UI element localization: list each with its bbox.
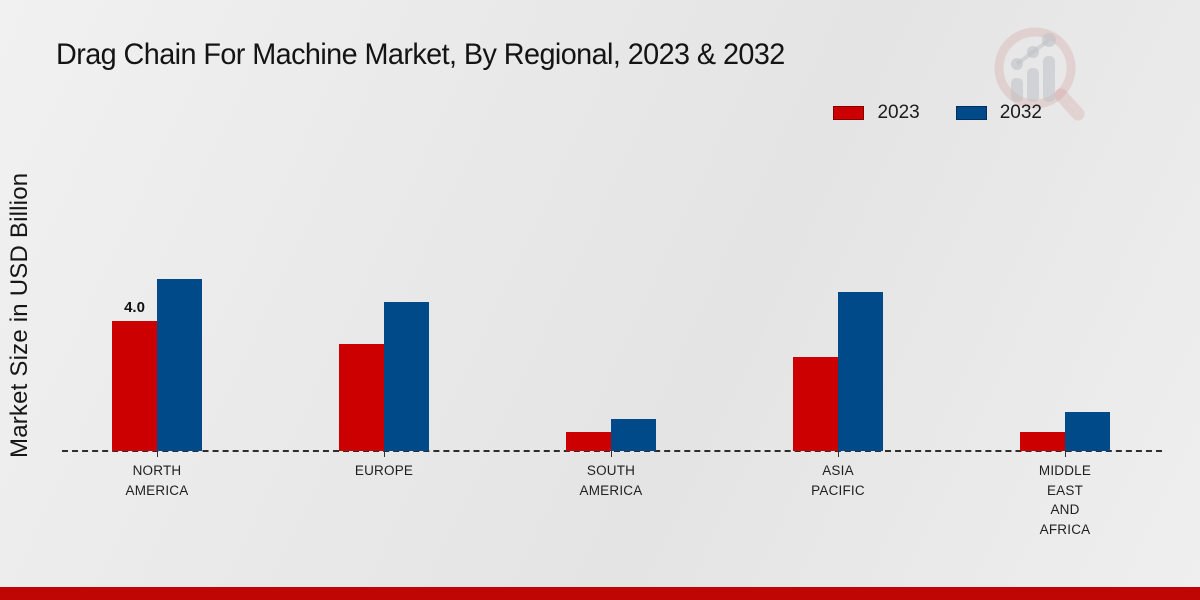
bar-2023-asia-pacific [793,356,838,451]
category-label-asia-pacific: ASIA PACIFIC [811,463,865,498]
bar-2023-middle-east-and-africa [1020,431,1065,451]
category-label-middle-east-and-africa: MIDDLE EAST AND AFRICA [1038,463,1092,537]
bar-2023-north-america [112,321,157,451]
footer-accent-band [0,587,1200,600]
bar-value-label: 4.0 [124,299,145,316]
bar-2023-europe [339,343,384,451]
x-tick-asia-pacific [838,451,839,457]
legend-label-2032: 2032 [999,102,1042,123]
category-label-europe: EUROPE [354,463,414,478]
x-tick-north-america [157,451,158,457]
bar-2032-asia-pacific [838,291,883,451]
legend-label-2023: 2023 [877,102,920,123]
category-label-north-america: NORTH AMERICA [125,463,189,498]
x-tick-south-america [611,451,612,457]
chart-title: Drag Chain For Machine Market, By Region… [56,38,785,71]
legend: 2023 2032 [833,102,1042,124]
x-tick-europe [384,451,385,457]
legend-swatch-2023 [833,106,865,120]
category-label-south-america: SOUTH AMERICA [579,463,643,498]
legend-item-2023: 2023 [833,102,920,124]
legend-swatch-2032 [955,106,987,120]
legend-item-2032: 2032 [955,102,1042,124]
bar-2032-middle-east-and-africa [1065,412,1110,451]
bar-2023-south-america [566,431,611,451]
x-tick-middle-east-and-africa [1065,451,1066,457]
x-axis-baseline [62,450,1162,452]
bar-2032-europe [384,301,429,451]
bar-2032-north-america [157,278,202,451]
bar-2032-south-america [611,418,656,451]
magnifier-bar-chart-logo-icon [994,27,1085,121]
